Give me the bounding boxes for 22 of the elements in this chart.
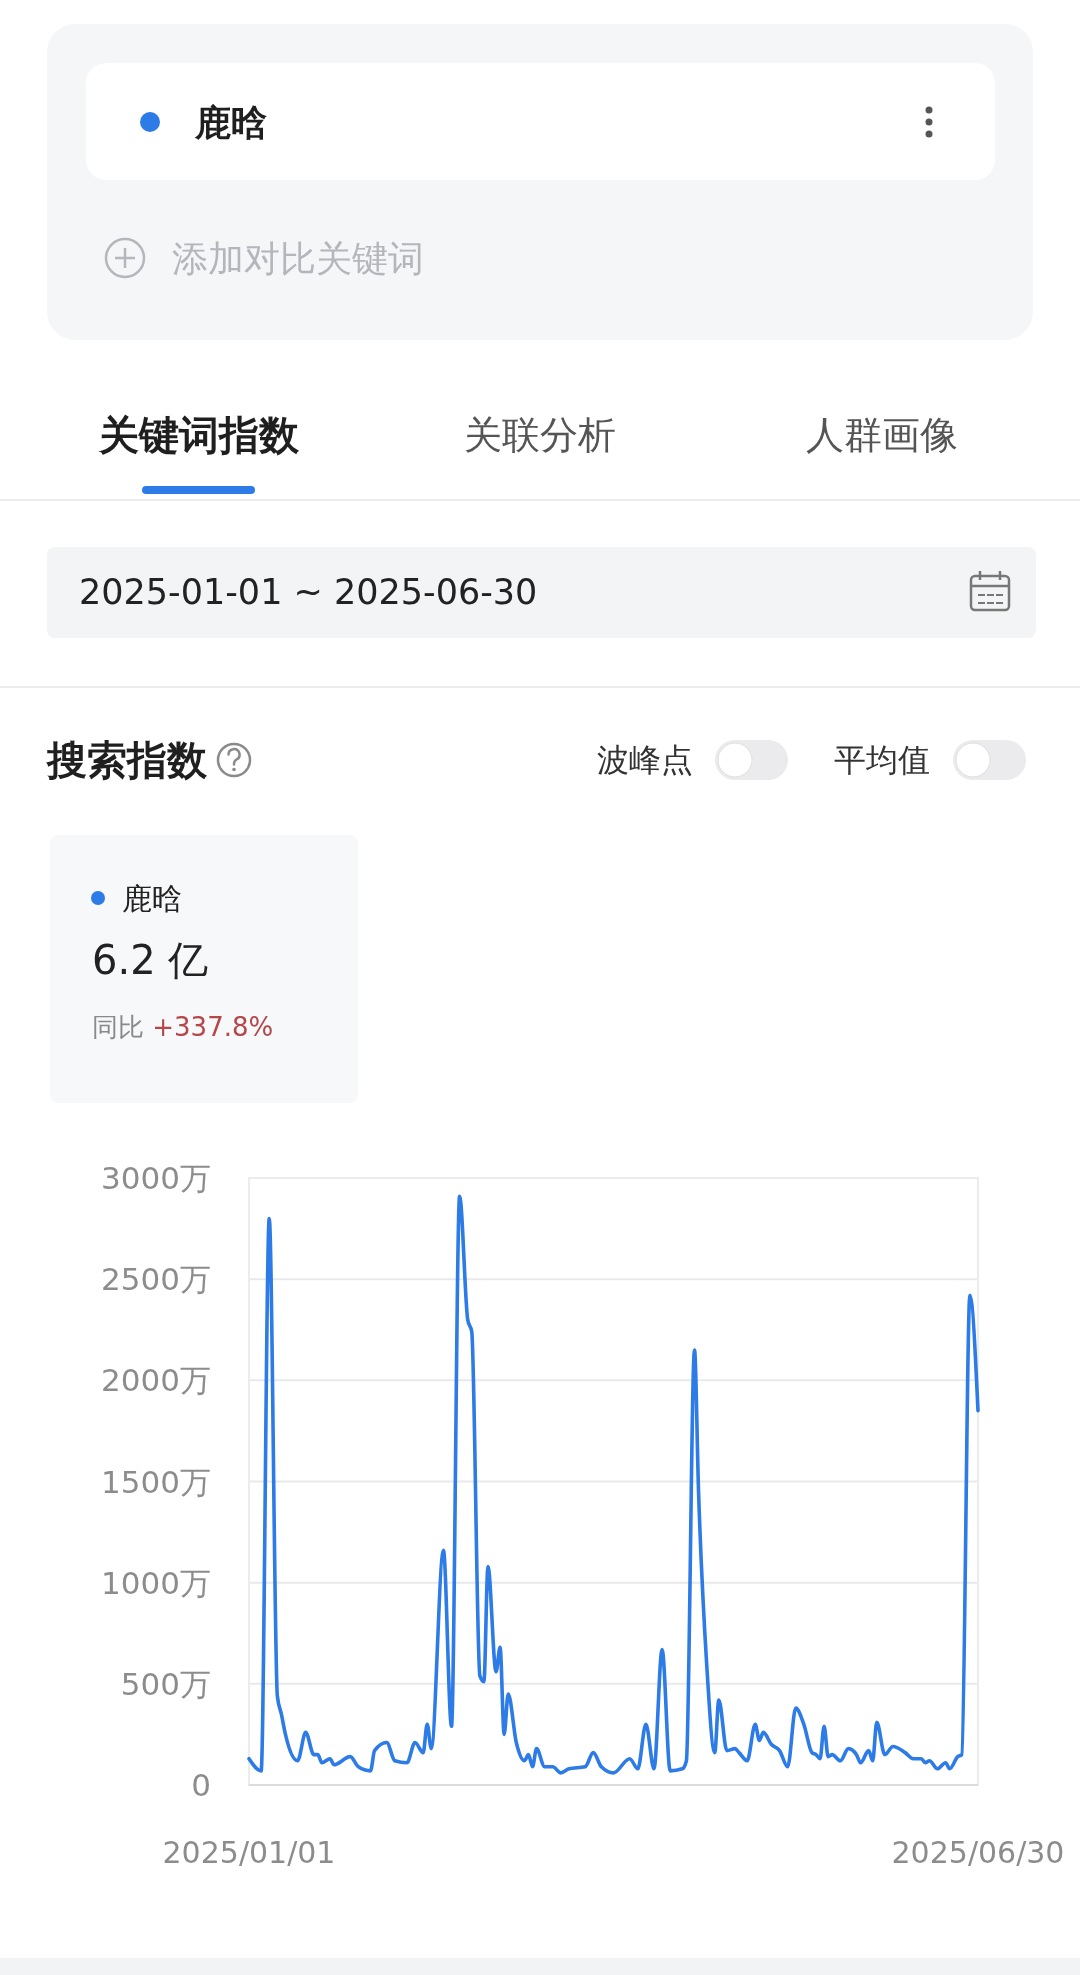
text: 波峰点 bbox=[597, 741, 693, 779]
x-tick-label: 2025/06/30 bbox=[891, 1834, 1065, 1870]
text: 添加对比关键词 bbox=[172, 237, 424, 279]
y-tick-label: 500万 bbox=[120, 1665, 211, 1702]
text: 2025-01-01 ~ 2025-06-30 bbox=[79, 572, 538, 612]
y-tick-label: 1500万 bbox=[101, 1463, 211, 1500]
x-tick-label: 2025/01/01 bbox=[162, 1834, 336, 1870]
y-tick-label: 1000万 bbox=[101, 1564, 211, 1601]
text: 关联分析 bbox=[464, 413, 616, 457]
text: 6.2 亿 bbox=[92, 937, 209, 983]
chart-title: 搜索指数 bbox=[45, 737, 208, 783]
y-tick-label: 2000万 bbox=[101, 1362, 211, 1399]
text: 关键词指数 bbox=[98, 412, 300, 458]
line-series bbox=[247, 1194, 980, 1775]
legend-label: 鹿晗 bbox=[122, 880, 182, 916]
text: 平均值 bbox=[834, 741, 930, 779]
text: 人群画像 bbox=[806, 413, 958, 457]
y-tick-label: 3000万 bbox=[101, 1160, 211, 1196]
y-tick-label: 0 bbox=[191, 1767, 211, 1803]
y-tick-label: 2500万 bbox=[101, 1261, 211, 1298]
text: 同比 +337.8% bbox=[92, 1012, 274, 1042]
text: 鹿晗 bbox=[194, 101, 267, 143]
